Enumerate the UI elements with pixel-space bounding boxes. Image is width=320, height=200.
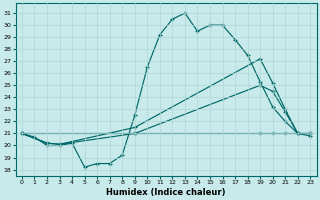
X-axis label: Humidex (Indice chaleur): Humidex (Indice chaleur) (106, 188, 226, 197)
